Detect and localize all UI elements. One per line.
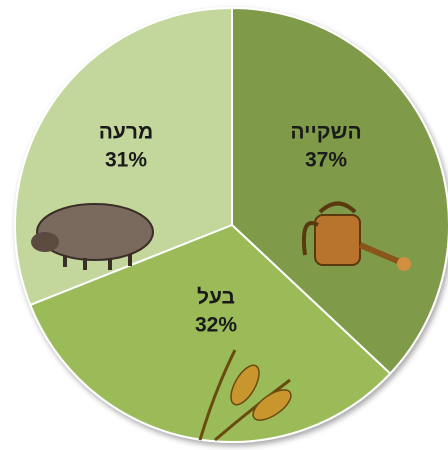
category-label: השקייה — [290, 121, 361, 144]
value-label: 31% — [105, 149, 147, 172]
value-label: 37% — [305, 149, 347, 172]
category-label: בעל — [197, 286, 235, 309]
value-label: 32% — [195, 314, 237, 337]
chart: השקייה 37% בעל 32% מרעה 31% — [0, 0, 448, 450]
category-label: מרעה — [99, 121, 154, 144]
